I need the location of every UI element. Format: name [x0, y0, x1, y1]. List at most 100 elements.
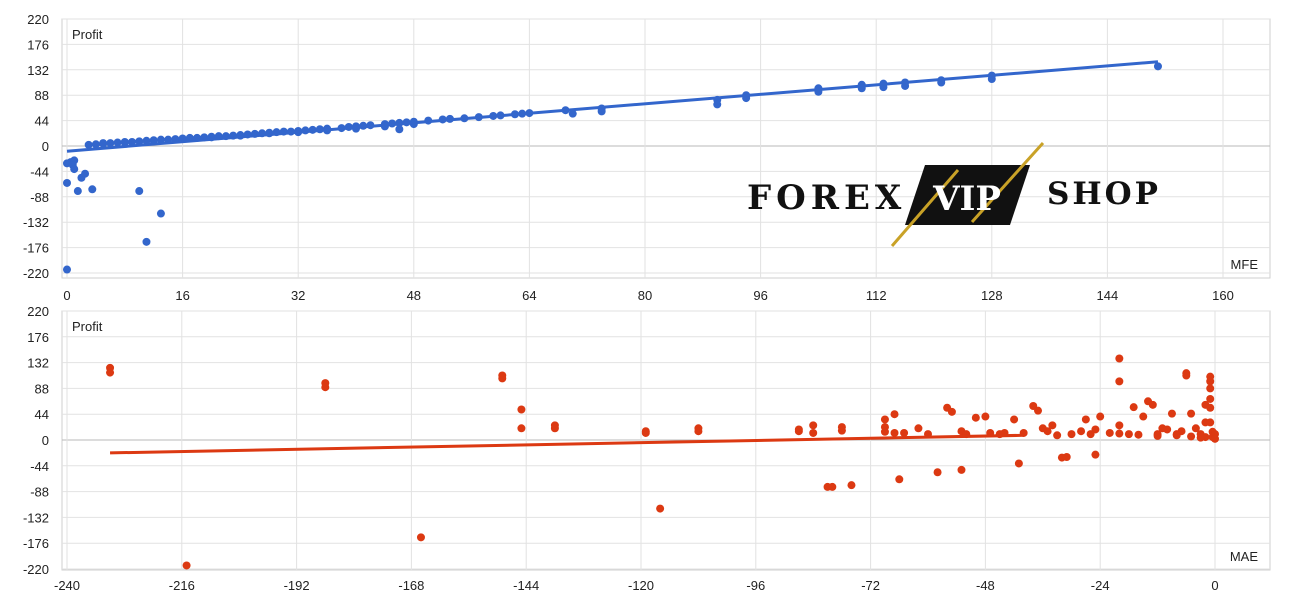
mae-data-point — [416, 533, 425, 542]
mae-x-ticks: -240 -216 -192 -168 -144 -120 -96 -72 -48 -24 0 — [54, 578, 1219, 593]
mae-data-point — [1067, 430, 1076, 439]
mae-data-point — [1206, 377, 1215, 386]
mfe-y-tick-label: 0 — [42, 139, 49, 154]
mae-data-point — [890, 428, 899, 437]
logo-badge — [905, 165, 1030, 225]
mfe-y-tick-label: 44 — [35, 114, 49, 129]
mae-points — [106, 354, 1219, 570]
mae-data-point — [1115, 377, 1124, 386]
mae-y-tick-label: 220 — [27, 304, 49, 319]
mae-y-tick-label: -220 — [23, 562, 49, 577]
mfe-data-point — [156, 209, 165, 218]
mfe-y-ticks: 220 176 132 88 44 0 -44 -88 -132 -176 -220 — [23, 12, 49, 281]
mfe-y-tick-label: 176 — [27, 37, 49, 52]
mae-data-point — [1191, 424, 1200, 433]
mae-trendline — [110, 433, 1024, 455]
mfe-data-point — [120, 138, 129, 147]
mfe-x-tick-label: 64 — [522, 288, 536, 303]
mae-data-point — [1091, 450, 1100, 459]
mfe-x-tick-label: 32 — [291, 288, 305, 303]
mfe-x-tick-label: 80 — [638, 288, 652, 303]
mfe-y-tick-label: -88 — [30, 190, 49, 205]
mfe-data-point — [88, 185, 97, 194]
mae-data-point — [1048, 421, 1057, 430]
mae-data-point — [1077, 427, 1086, 436]
mae-data-point — [550, 424, 559, 433]
mae-data-point — [809, 421, 818, 430]
mae-data-point — [1187, 409, 1196, 418]
mae-data-point — [794, 427, 803, 436]
mae-data-point — [641, 428, 650, 437]
mae-x-tick-label: -216 — [169, 578, 195, 593]
mfe-data-point — [713, 100, 722, 109]
mae-data-point — [1081, 415, 1090, 424]
mae-data-point — [890, 410, 899, 419]
mae-data-point — [517, 424, 526, 433]
mae-x-tick-label: -24 — [1091, 578, 1110, 593]
logo-gold-stroke-right — [970, 141, 1045, 224]
mae-x-tick-label: 0 — [1211, 578, 1218, 593]
mae-data-point — [1124, 430, 1133, 439]
mfe-trendline — [66, 60, 1159, 153]
mae-data-point — [1062, 453, 1071, 462]
mae-data-point — [847, 481, 856, 490]
logo-badge-word: VIP — [932, 179, 1001, 219]
mae-data-point — [1129, 403, 1138, 412]
mfe-y-tick-label: -176 — [23, 241, 49, 256]
mfe-x-axis-title: MFE — [1231, 257, 1259, 272]
mfe-x-tick-label: 0 — [63, 288, 70, 303]
mfe-chart: 220 176 132 88 44 0 -44 -88 -132 -176 -220 0 16 32 48… — [23, 12, 1271, 303]
mae-y-tick-label: 44 — [35, 407, 49, 422]
mae-data-point — [1187, 432, 1196, 441]
mae-x-tick-label: -240 — [54, 578, 80, 593]
mfe-data-point — [63, 265, 71, 274]
mae-y-tick-label: 132 — [27, 356, 49, 371]
mfe-data-point — [84, 140, 93, 149]
mfe-data-point — [568, 109, 577, 118]
mfe-data-point — [135, 137, 144, 146]
mfe-data-point — [135, 187, 144, 196]
mae-x-tick-label: -144 — [513, 578, 539, 593]
mfe-grid — [62, 18, 1270, 278]
mae-data-point — [971, 413, 980, 422]
mae-data-point — [828, 482, 837, 491]
mae-data-point — [1043, 427, 1052, 436]
mae-data-point — [656, 504, 665, 513]
mae-data-point — [947, 407, 956, 416]
mae-data-point — [1163, 425, 1172, 434]
mae-data-point — [1139, 412, 1148, 421]
mfe-x-tick-label: 112 — [866, 288, 887, 303]
mae-data-point — [837, 426, 846, 435]
mae-data-point — [1211, 434, 1219, 443]
mae-y-tick-label: -176 — [23, 536, 49, 551]
mae-data-point — [1105, 428, 1114, 437]
mfe-y-tick-label: -220 — [23, 266, 49, 281]
mae-data-point — [914, 424, 923, 433]
mae-data-point — [1010, 415, 1019, 424]
logo-gold-stroke-left — [890, 169, 960, 247]
mfe-data-point — [597, 107, 606, 116]
logo-right-word: SHOP — [1047, 176, 1161, 212]
mae-y-tick-label: 0 — [42, 433, 49, 448]
mae-data-point — [900, 428, 909, 437]
mfe-y-tick-label: 220 — [27, 12, 49, 27]
mfe-data-point — [73, 187, 82, 196]
mae-data-point — [1206, 403, 1215, 412]
mfe-data-point — [63, 178, 71, 187]
mae-y-tick-label: -88 — [30, 485, 49, 500]
mae-data-point — [1148, 400, 1157, 409]
mae-data-point — [933, 468, 942, 477]
logo-left-word: FOREX — [747, 178, 906, 218]
mfe-x-tick-label: 160 — [1212, 288, 1234, 303]
mae-data-point — [1053, 431, 1062, 440]
mfe-y-axis-title: Profit — [72, 27, 103, 42]
mfe-data-point — [70, 165, 79, 174]
mae-x-tick-label: -120 — [628, 578, 654, 593]
mfe-data-point — [142, 136, 151, 145]
mae-y-tick-label: 88 — [35, 381, 49, 396]
mae-data-point — [880, 415, 889, 424]
mfe-y-tick-label: 132 — [27, 63, 49, 78]
mae-data-point — [895, 475, 904, 484]
mae-data-point — [880, 427, 889, 436]
